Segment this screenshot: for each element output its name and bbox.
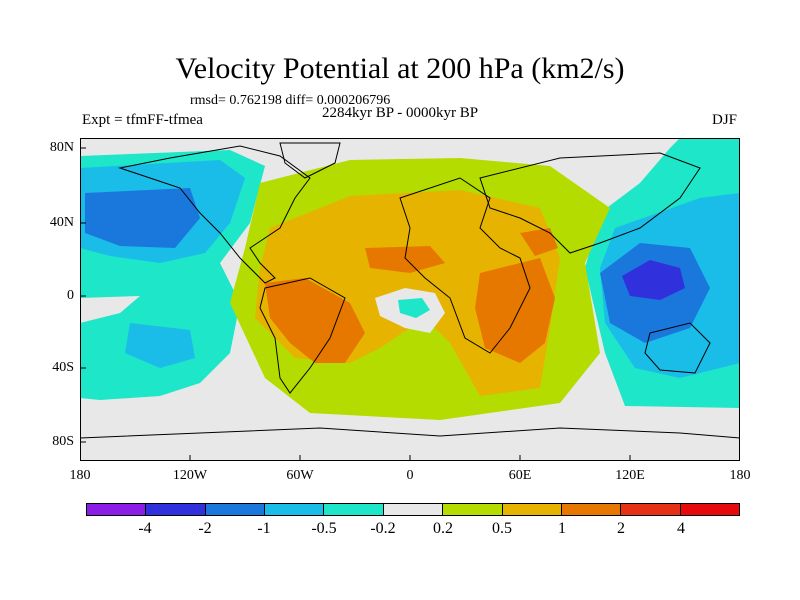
coast-south-america [259,277,346,394]
coast-europe-africa [399,177,531,354]
colorbar-swatch [443,504,503,515]
colorbar-swatch [502,504,562,515]
coast-australia [644,322,711,374]
colorbar-label: 0.2 [433,520,453,537]
period-label: 2284kyr BP - 0000kyr BP [322,105,479,121]
colorbar-label: -0.2 [370,520,396,537]
coast-asia [479,152,701,254]
stats-label: rmsd= 0.762198 diff= 0.000206796 [190,93,391,108]
y-tick-label: 80S [52,434,74,449]
america-pos3 [265,278,365,363]
east-pacific-cut [80,296,140,323]
colorbar-swatch [324,504,384,515]
positive-regions [230,158,610,420]
colorbar-swatch [680,504,739,515]
coast-greenland [279,142,341,179]
colorbar-label: -4 [138,520,152,537]
x-tick-label: 120E [615,468,645,483]
colorbar-label: 0.5 [492,520,512,537]
colorbar-label: 4 [677,520,685,537]
velocity-potential-map [80,138,740,461]
coastlines [80,142,740,439]
colorbar-label: -2 [198,520,212,537]
south-pacific-neg2 [125,323,195,368]
map-frame [80,138,740,461]
east-pacific-neg3 [85,188,200,248]
negative-regions [80,138,740,408]
atlantic-pos3 [365,246,445,273]
colorbar-label: 1 [558,520,566,537]
x-tick-label: 120W [172,468,208,483]
colorbar-swatch [146,504,206,515]
y-tick-label: 80N [49,140,74,155]
y-tick-label: 40S [52,360,74,375]
x-tick-label: 60W [286,468,314,483]
colorbar-swatch [621,504,681,515]
colorbar-swatch [561,504,622,515]
experiment-label: Expt = tfmFF-tfmea [82,112,203,128]
x-tick-label: 180 [729,468,751,483]
map-title: Velocity Potential at 200 hPa (km2/s) [175,52,625,85]
colorbar-swatch [87,504,147,515]
colorbar-label: 2 [617,520,625,537]
colorbar-swatch [265,504,325,515]
colorbar-swatch [205,504,266,515]
y-tick-label: 0 [67,288,74,303]
colorbar-label: -0.5 [311,520,337,537]
season-label: DJF [712,112,738,128]
x-tick-label: 60E [508,468,532,483]
coast-north-america [118,145,311,284]
x-tick-label: 0 [406,468,414,483]
africa-pos3b [520,228,558,256]
coast-antarctica [80,427,740,439]
colorbar-label: -1 [257,520,271,537]
africa-pos3 [475,258,555,363]
y-tick-label: 40N [49,215,74,230]
x-tick-label: 180 [69,468,91,483]
atlantic-hole-cyan [398,298,430,318]
west-pacific-neg4 [622,260,685,300]
colorbar [86,503,740,516]
colorbar-swatch [383,504,444,515]
